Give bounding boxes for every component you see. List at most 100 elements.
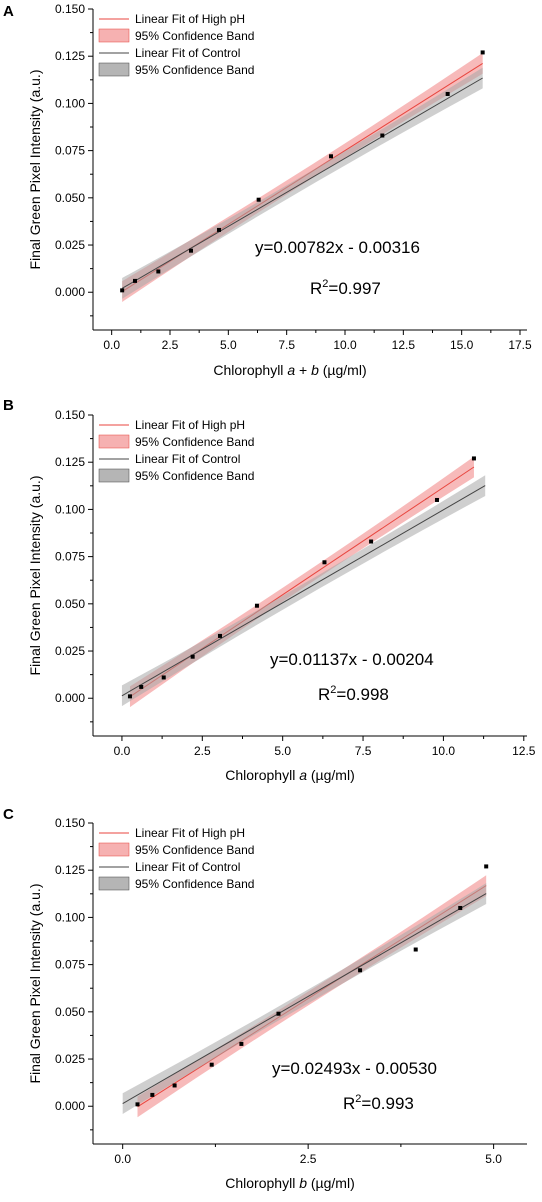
y-tick-label: 0.000 bbox=[55, 285, 85, 299]
x-axis-label: Chlorophyll a + b (µg/ml) bbox=[213, 362, 366, 378]
y-tick-label: 0.125 bbox=[55, 49, 85, 63]
x-axis-label-prefix: Chlorophyll bbox=[213, 362, 287, 378]
x-axis-label-suffix: (µg/ml) bbox=[319, 362, 367, 378]
x-tick-label: 7.5 bbox=[355, 744, 372, 758]
legend-entry: 95% Confidence Band bbox=[135, 435, 254, 449]
legend-entry: Linear Fit of Control bbox=[135, 452, 240, 466]
r-squared-value: =0.998 bbox=[336, 685, 388, 704]
data-point bbox=[413, 947, 418, 952]
legend-swatch-band bbox=[98, 468, 130, 483]
y-tick-label: 0.050 bbox=[55, 191, 85, 205]
legend-swatch-band bbox=[98, 842, 130, 857]
data-point bbox=[471, 456, 476, 461]
y-tick-label: 0.150 bbox=[55, 816, 85, 830]
y-tick-label: 0.075 bbox=[55, 550, 85, 564]
legend-entry: Linear Fit of Control bbox=[135, 46, 240, 60]
data-point bbox=[190, 654, 195, 659]
data-point bbox=[329, 154, 333, 159]
data-point bbox=[127, 694, 132, 699]
data-point bbox=[434, 497, 439, 502]
r-squared-prefix: R bbox=[343, 1094, 355, 1113]
data-point bbox=[369, 539, 374, 544]
data-point bbox=[150, 1092, 155, 1097]
x-axis-label-italic1: a bbox=[287, 362, 295, 378]
r-squared-prefix: R bbox=[318, 685, 330, 704]
x-tick-label: 0.0 bbox=[103, 338, 120, 352]
x-tick-label: 7.5 bbox=[278, 338, 295, 352]
r-squared: R2=0.998 bbox=[318, 684, 389, 704]
y-axis-label: Final Green Pixel Intensity (a.u.) bbox=[27, 884, 43, 1084]
x-tick-label: 12.5 bbox=[512, 744, 536, 758]
data-point bbox=[256, 197, 261, 202]
y-tick-label: 0.050 bbox=[55, 1005, 85, 1019]
r-squared-prefix: R bbox=[310, 279, 322, 298]
y-tick-label: 0.100 bbox=[55, 96, 85, 110]
fit-equation: y=0.00782x - 0.00316 bbox=[255, 238, 420, 257]
legend-swatch-band bbox=[98, 62, 130, 77]
data-point bbox=[484, 864, 489, 869]
y-tick-label: 0.075 bbox=[55, 958, 85, 972]
y-tick-label: 0.150 bbox=[55, 2, 85, 16]
legend-swatch-band bbox=[98, 28, 130, 43]
y-tick-label: 0.125 bbox=[55, 863, 85, 877]
data-point bbox=[156, 269, 161, 274]
x-axis-label: Chlorophyll b (µg/ml) bbox=[225, 1175, 354, 1191]
y-tick-label: 0.025 bbox=[55, 238, 85, 252]
data-point bbox=[458, 905, 463, 910]
data-point bbox=[133, 278, 137, 283]
fit-line-control bbox=[122, 893, 487, 1105]
x-tick-label: 12.5 bbox=[392, 338, 416, 352]
data-point bbox=[358, 968, 363, 973]
legend-entry: 95% Confidence Band bbox=[135, 29, 254, 43]
legend-entry: 95% Confidence Band bbox=[135, 843, 254, 857]
legend-swatch-band bbox=[98, 876, 130, 891]
y-tick-label: 0.125 bbox=[55, 455, 85, 469]
y-tick-label: 0.100 bbox=[55, 910, 85, 924]
x-tick-label: 17.5 bbox=[508, 338, 532, 352]
x-tick-label: 10.0 bbox=[432, 744, 456, 758]
data-point bbox=[276, 1011, 281, 1016]
data-point bbox=[217, 227, 221, 232]
r-squared-sup: 2 bbox=[322, 278, 328, 290]
x-tick-label: 0.0 bbox=[114, 744, 131, 758]
x-axis-label-italic1: b bbox=[299, 1175, 307, 1191]
x-tick-label: 2.5 bbox=[300, 1152, 317, 1166]
x-tick-label: 0.0 bbox=[114, 1152, 131, 1166]
x-tick-label: 15.0 bbox=[450, 338, 474, 352]
x-axis-label-italic1: a bbox=[299, 767, 307, 783]
legend-entry: Linear Fit of High pH bbox=[135, 826, 245, 840]
x-tick-label: 2.5 bbox=[162, 338, 179, 352]
data-point bbox=[139, 684, 144, 689]
fit-equation: y=0.02493x - 0.00530 bbox=[272, 1059, 437, 1078]
legend-entry: 95% Confidence Band bbox=[135, 469, 254, 483]
x-tick-label: 5.0 bbox=[274, 744, 291, 758]
r-squared: R2=0.997 bbox=[310, 278, 381, 298]
legend-swatch-band bbox=[98, 434, 130, 449]
r-squared-value: =0.997 bbox=[328, 279, 380, 298]
data-point bbox=[322, 560, 327, 565]
x-axis-label-suffix: (µg/ml) bbox=[307, 1175, 355, 1191]
legend-entry: Linear Fit of Control bbox=[135, 860, 240, 874]
data-point bbox=[239, 1041, 244, 1046]
x-axis-label-suffix: (µg/ml) bbox=[307, 767, 355, 783]
panel-label: B bbox=[3, 397, 14, 414]
y-axis-label: Final Green Pixel Intensity (a.u.) bbox=[27, 476, 43, 676]
legend: Linear Fit of High pH 95% Confidence Band… bbox=[98, 12, 254, 77]
y-tick-label: 0.150 bbox=[55, 408, 85, 422]
r-squared-value: =0.993 bbox=[361, 1094, 413, 1113]
data-point bbox=[209, 1062, 214, 1067]
panel-label: A bbox=[3, 3, 14, 20]
x-tick-label: 5.0 bbox=[220, 338, 237, 352]
x-axis-label-prefix: Chlorophyll bbox=[225, 1175, 299, 1191]
x-tick-label: 10.0 bbox=[333, 338, 357, 352]
legend: Linear Fit of High pH 95% Confidence Band… bbox=[98, 826, 254, 891]
y-tick-label: 0.050 bbox=[55, 597, 85, 611]
y-axis-label: Final Green Pixel Intensity (a.u.) bbox=[27, 70, 43, 270]
chart-panel-b: B 0.000 0.025 0.050 0.075 0.100 0.125 0.150 0.0 2… bbox=[3, 397, 536, 783]
y-tick-label: 0.075 bbox=[55, 144, 85, 158]
fit-equation: y=0.01137x - 0.00204 bbox=[270, 650, 434, 669]
x-axis-label: Chlorophyll a (µg/ml) bbox=[225, 767, 354, 783]
x-axis-label-mid: + bbox=[295, 362, 311, 378]
data-point bbox=[120, 288, 125, 293]
chart-panel-a: A 0.000 0.025 0.050 0.075 0.100 0.125 0.150 0.0 2… bbox=[3, 2, 532, 378]
